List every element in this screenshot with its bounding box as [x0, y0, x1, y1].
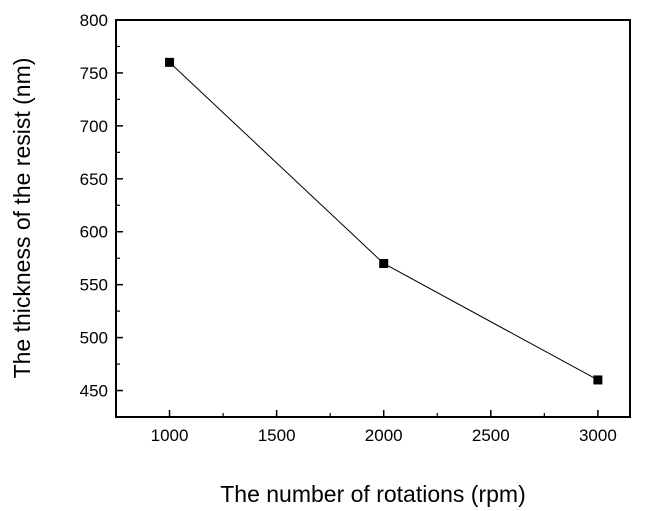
- x-tick-label: 2000: [365, 426, 403, 445]
- y-tick-label: 650: [80, 170, 108, 189]
- y-tick-label: 450: [80, 382, 108, 401]
- plot-frame: [115, 19, 631, 418]
- y-axis-title: The thickness of the resist (nm): [9, 58, 35, 379]
- data-point-marker: [165, 57, 175, 67]
- series-layer: [165, 57, 603, 385]
- x-axis-ticks: 1000 1500 2000 2500 3000: [151, 410, 617, 445]
- y-axis-ticks: 450 500 550 600 650 700 750 800: [80, 11, 123, 401]
- x-tick-label: 1000: [151, 426, 189, 445]
- x-axis-title: The number of rotations (rpm): [220, 481, 526, 507]
- data-point-marker: [379, 258, 389, 268]
- y-tick-label: 800: [80, 11, 108, 30]
- x-tick-label: 1500: [258, 426, 296, 445]
- x-tick-label: 2500: [472, 426, 510, 445]
- y-tick-label: 700: [80, 117, 108, 136]
- y-tick-label: 750: [80, 64, 108, 83]
- y-tick-label: 500: [80, 329, 108, 348]
- series-line: [169, 61, 599, 381]
- y-tick-label: 550: [80, 276, 108, 295]
- x-tick-label: 3000: [579, 426, 617, 445]
- y-tick-label: 600: [80, 223, 108, 242]
- data-point-marker: [593, 375, 603, 385]
